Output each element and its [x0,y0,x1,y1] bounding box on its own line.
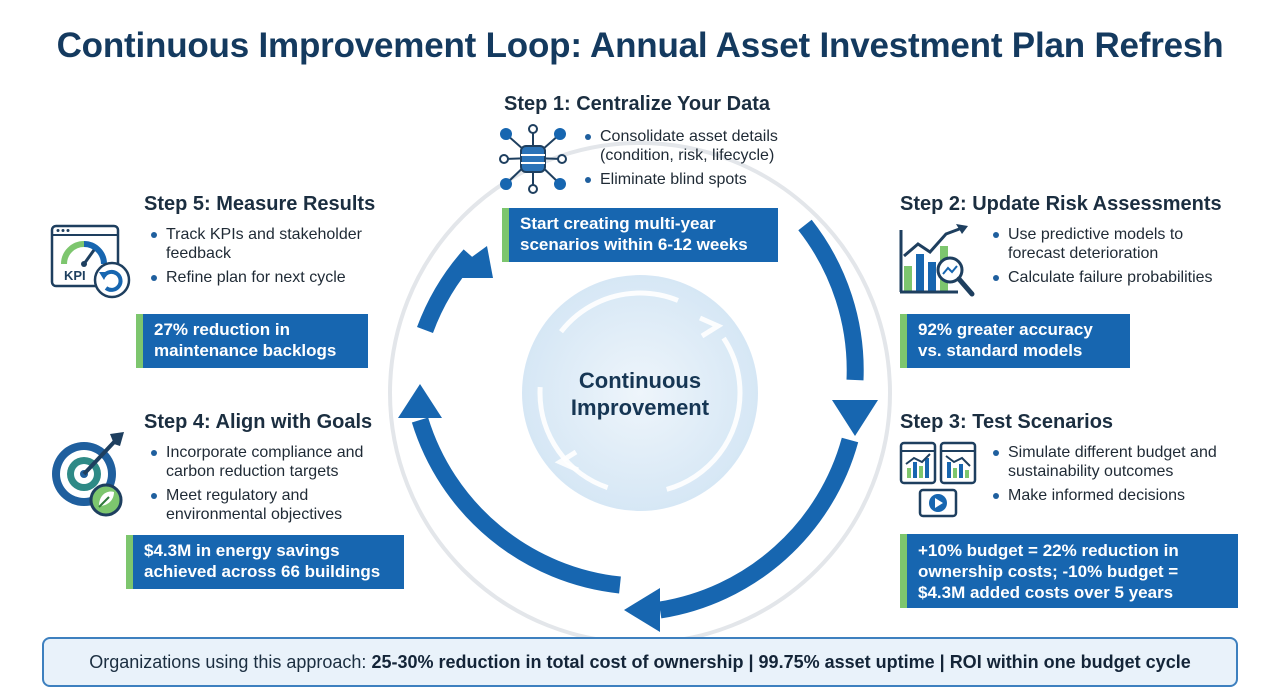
target-leaf-icon [52,432,124,517]
database-network-icon [499,124,567,194]
step1-title: Step 1: Centralize Your Data [504,93,770,115]
banner-separator: | [934,651,950,672]
list-item: Meet regulatory and environmental object… [150,486,385,524]
list-item: Refine plan for next cycle [150,268,375,287]
step4-title: Step 4: Align with Goals [144,411,373,433]
scenario-dashboards-icon [899,441,977,518]
step2-callout: 92% greater accuracy vs. standard models [900,314,1130,368]
page-title: Continuous Improvement Loop: Annual Asse… [56,26,1224,65]
step3-bullets: Simulate different budget and sustainabi… [992,443,1232,510]
step1-bullets: Consolidate asset details (condition, ri… [584,127,799,194]
center-circle [522,275,758,511]
list-item: Calculate failure probabilities [992,268,1217,287]
cycle-arrows [411,219,864,619]
step2-bullets: Use predictive models to forecast deteri… [992,225,1217,292]
list-item: Use predictive models to forecast deteri… [992,225,1217,263]
kpi-text: KPI [64,268,86,283]
list-item: Make informed decisions [992,486,1232,505]
banner-stat-tco: 25-30% reduction in total cost of owners… [371,651,744,672]
arrow-heads [398,246,878,632]
banner-stat-uptime: 99.75% asset uptime [758,651,935,672]
list-item: Track KPIs and stakeholder feedback [150,225,375,263]
summary-banner: Organizations using this approach: 25-30… [42,637,1238,687]
list-item: Incorporate compliance and carbon reduct… [150,443,385,481]
step4-bullets: Incorporate compliance and carbon reduct… [150,443,385,529]
step5-callout: 27% reduction in maintenance backlogs [136,314,368,368]
step4-callout: $4.3M in energy savings achieved across … [126,535,404,589]
banner-prefix: Organizations using this approach: [89,651,372,672]
banner-stat-roi: ROI within one budget cycle [949,651,1191,672]
step2-title: Step 2: Update Risk Assessments [900,193,1222,215]
list-item: Consolidate asset details (condition, ri… [584,127,799,165]
kpi-gauge-icon: KPI [50,224,131,299]
list-item: Eliminate blind spots [584,170,799,189]
chart-magnifier-icon [899,224,975,297]
step3-callout: +10% budget = 22% reduction in ownership… [900,534,1238,608]
step1-callout: Start creating multi-year scenarios with… [502,208,778,262]
step5-title: Step 5: Measure Results [144,193,376,215]
center-label: Continuous Improvement [570,368,710,420]
list-item: Simulate different budget and sustainabi… [992,443,1232,481]
step3-title: Step 3: Test Scenarios [900,411,1114,433]
step5-bullets: Track KPIs and stakeholder feedback Refi… [150,225,375,292]
banner-separator: | [743,651,759,672]
